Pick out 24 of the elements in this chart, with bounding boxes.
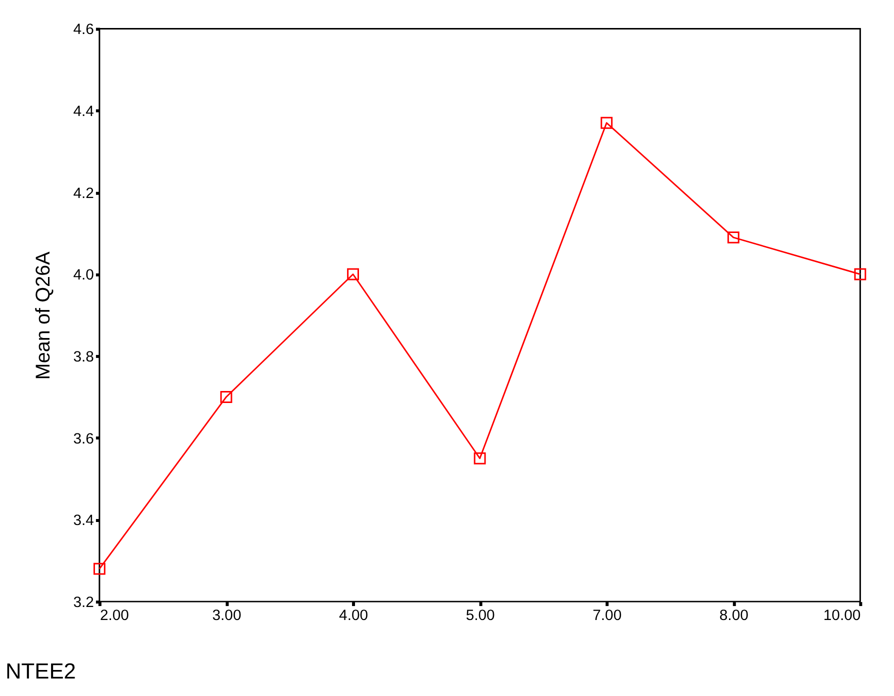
y-tick-label: 4.4 bbox=[73, 104, 94, 120]
x-tick-label: 4.00 bbox=[339, 608, 368, 624]
y-tick-label: 4.0 bbox=[73, 268, 94, 284]
y-tick-label: 3.4 bbox=[73, 513, 94, 530]
x-tick-label: 7.00 bbox=[592, 608, 622, 624]
point bbox=[474, 452, 486, 464]
x-tick-label: 10.00 bbox=[823, 608, 861, 624]
y-axis-title: Mean of Q26A bbox=[32, 250, 54, 380]
x-tick-label: 5.00 bbox=[466, 608, 495, 624]
x-tick-label: 8.00 bbox=[719, 608, 748, 624]
point bbox=[600, 116, 613, 129]
x-axis-title: NTEE2 bbox=[5, 658, 76, 684]
point bbox=[727, 231, 740, 244]
y-tick-label: 3.6 bbox=[73, 431, 94, 448]
point bbox=[220, 391, 232, 403]
y-tick-label: 4.2 bbox=[73, 186, 94, 202]
y-tick-label: 3.2 bbox=[73, 595, 94, 612]
x-tick-label: 3.00 bbox=[212, 608, 242, 624]
point bbox=[854, 268, 866, 280]
point bbox=[93, 562, 106, 575]
x-tick-label: 2.00 bbox=[100, 608, 129, 624]
point bbox=[347, 268, 359, 280]
y-tick-label: 3.8 bbox=[73, 350, 94, 366]
y-tick-label: 4.6 bbox=[73, 22, 94, 38]
